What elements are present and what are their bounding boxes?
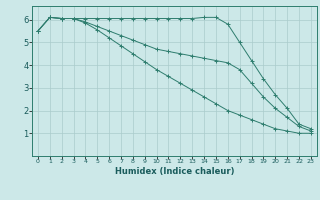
X-axis label: Humidex (Indice chaleur): Humidex (Indice chaleur) — [115, 167, 234, 176]
